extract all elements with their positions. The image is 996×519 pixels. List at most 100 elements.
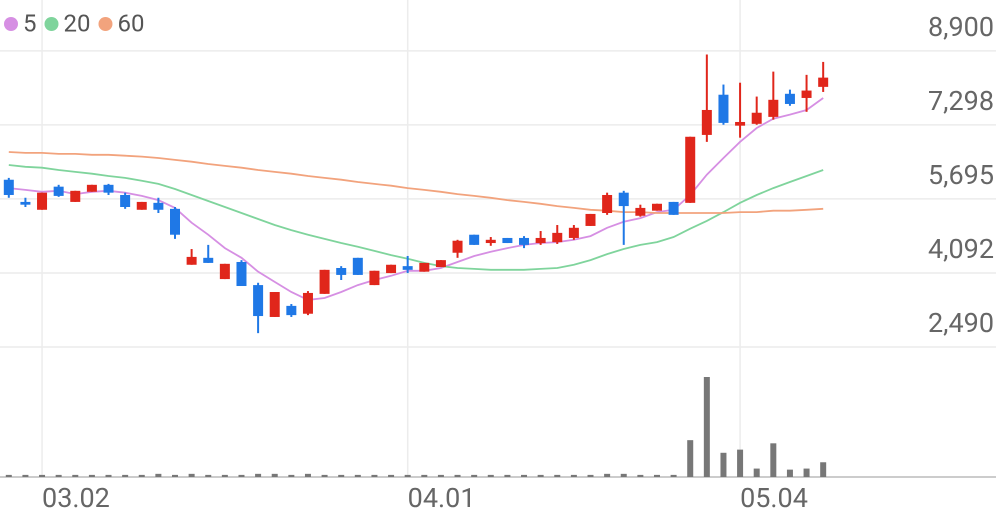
candle-body <box>103 184 114 193</box>
volume-bar <box>587 474 594 477</box>
candle-body <box>20 201 31 205</box>
candle-body <box>369 270 380 286</box>
candle-body <box>53 186 64 196</box>
candle-body <box>419 262 430 272</box>
volume-bar <box>803 468 810 477</box>
volume-bar <box>271 473 278 477</box>
y-tick-label: 4,092 <box>928 233 994 265</box>
candle-body <box>319 269 330 294</box>
candle-body <box>818 77 829 87</box>
volume-bar <box>786 469 793 477</box>
volume-bar <box>471 474 478 477</box>
candle-body <box>386 264 397 274</box>
candle-body <box>3 179 14 195</box>
volume-bar <box>321 474 328 477</box>
candle-body <box>485 239 496 244</box>
ma-line <box>8 151 824 214</box>
candle-body <box>519 237 530 245</box>
y-tick-label: 7,298 <box>928 85 994 117</box>
candle-body <box>768 99 779 117</box>
candle-body <box>718 94 729 123</box>
candle-body <box>286 305 297 316</box>
candle-body <box>170 208 180 235</box>
candle-body <box>136 201 147 210</box>
volume-bar <box>670 474 677 477</box>
candle-body <box>435 260 446 268</box>
candle-body <box>120 194 131 207</box>
y-tick-label: 5,695 <box>928 159 994 191</box>
candle-body <box>735 121 746 126</box>
candle-body <box>70 190 81 202</box>
volume-bar <box>521 474 528 477</box>
volume-bar <box>620 473 627 477</box>
volume-bar <box>637 474 644 477</box>
candle-body <box>203 257 214 263</box>
candle-body <box>186 256 197 265</box>
candle-body <box>535 237 546 244</box>
candle-body <box>236 261 247 287</box>
volume-bar <box>22 474 29 477</box>
volume-bar <box>604 473 611 477</box>
candle-body <box>336 267 347 275</box>
legend-label: 5 <box>23 9 37 37</box>
candle-body <box>635 207 646 216</box>
volume-bar <box>487 474 494 477</box>
volume-bar <box>554 474 561 477</box>
volume-bar <box>221 474 228 477</box>
candle-body <box>37 192 48 210</box>
candle-body <box>618 192 629 207</box>
volume-bar <box>172 474 178 477</box>
volume-bar <box>371 474 378 477</box>
candle-body <box>701 109 712 135</box>
x-tick-label: 03.02 <box>42 482 110 514</box>
candle-body <box>269 292 280 317</box>
candle-body <box>751 112 762 124</box>
volume-bar <box>205 474 212 477</box>
volume-bar <box>188 473 195 477</box>
volume-bar <box>504 474 511 477</box>
volume-bar <box>288 474 295 477</box>
candle-body <box>784 93 795 104</box>
candle-body <box>253 285 264 317</box>
x-tick-label: 04.01 <box>408 482 476 514</box>
volume-bar <box>138 474 145 477</box>
volume-bar <box>155 473 162 477</box>
volume-bar <box>753 468 760 477</box>
volume-bar <box>55 474 62 477</box>
candle-body <box>552 232 563 243</box>
candle-body <box>402 266 413 270</box>
volume-bar <box>770 443 777 477</box>
volume-bar <box>437 474 444 477</box>
volume-bar <box>72 474 79 477</box>
volume-bar <box>653 474 660 477</box>
legend-marker <box>44 17 59 31</box>
volume-bar <box>720 452 727 477</box>
volume-bar <box>255 473 262 477</box>
volume-bar <box>122 474 129 477</box>
volume-bar <box>703 377 710 477</box>
volume-bar <box>338 474 345 477</box>
candle-body <box>568 227 579 238</box>
candle-body <box>302 292 313 314</box>
volume-bar <box>105 474 112 477</box>
candle-body <box>801 90 812 98</box>
ma-line <box>8 164 824 271</box>
candle-body <box>219 263 230 280</box>
volume-bar <box>454 474 461 477</box>
candle-body <box>668 201 679 215</box>
legend-marker <box>4 17 18 31</box>
volume-bar <box>5 474 12 477</box>
volume-bar <box>687 440 694 477</box>
candle-body <box>86 184 97 192</box>
candle-body <box>502 237 513 244</box>
legend-label: 20 <box>64 9 91 37</box>
volume-bar <box>238 474 245 477</box>
candle-body <box>469 234 480 245</box>
volume-bar <box>421 474 428 477</box>
legend-marker <box>98 17 113 31</box>
volume-bar <box>88 474 95 477</box>
volume-bar <box>404 474 411 477</box>
volume-bar <box>820 462 827 477</box>
candle-body <box>651 203 662 211</box>
